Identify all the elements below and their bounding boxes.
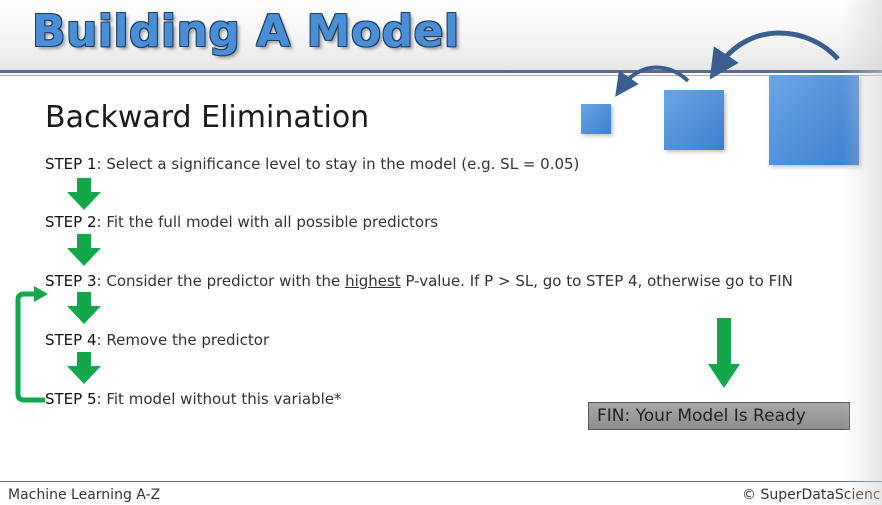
header-divider-thin	[0, 75, 882, 76]
step-3-emphasis: highest	[345, 272, 401, 290]
step-1-label: STEP 1	[45, 155, 97, 173]
step-3-text-after: P-value. If P > SL, go to STEP 4, otherw…	[400, 272, 793, 290]
header-divider	[0, 70, 882, 73]
loop-arrow-icon	[15, 286, 48, 403]
step-1: STEP 1: Select a significance level to s…	[45, 155, 579, 173]
step-5: STEP 5: Fit model without this variable*	[45, 390, 342, 408]
step-4: STEP 4: Remove the predictor	[45, 331, 269, 349]
step-5-label: STEP 5	[45, 390, 97, 408]
fin-text: : Your Model Is Ready	[624, 406, 806, 426]
step-4-label: STEP 4	[45, 331, 97, 349]
step-4-text: : Remove the predictor	[96, 331, 270, 349]
down-arrow-icon	[67, 234, 101, 266]
down-arrow-icon	[67, 352, 101, 384]
down-arrow-icon	[67, 292, 101, 324]
step-2-text: : Fit the full model with all possible p…	[96, 213, 439, 231]
down-arrow-icon	[67, 178, 101, 210]
step-3: STEP 3: Consider the predictor with the …	[45, 272, 793, 290]
fin-box: FIN: Your Model Is Ready	[588, 402, 850, 430]
step-3-label: STEP 3	[45, 272, 97, 290]
small-square	[581, 104, 611, 134]
step-3-text-before: : Consider the predictor with the	[96, 272, 346, 290]
footer-course-name: Machine Learning A-Z	[8, 487, 161, 503]
step-2: STEP 2: Fit the full model with all poss…	[45, 213, 438, 231]
fin-label: FIN	[597, 406, 625, 426]
footer-divider	[0, 481, 882, 482]
step-5-text: : Fit model without this variable*	[96, 390, 342, 408]
medium-square	[664, 90, 724, 150]
curved-arrow-icon	[615, 30, 840, 97]
slide-title: Building A Model	[32, 6, 460, 57]
down-arrow-icon	[708, 318, 740, 388]
slide-subtitle: Backward Elimination	[45, 100, 370, 135]
step-1-text: : Select a significance level to stay in…	[96, 155, 580, 173]
step-2-label: STEP 2	[45, 213, 97, 231]
footer-copyright: © SuperDataScienc	[742, 487, 881, 503]
